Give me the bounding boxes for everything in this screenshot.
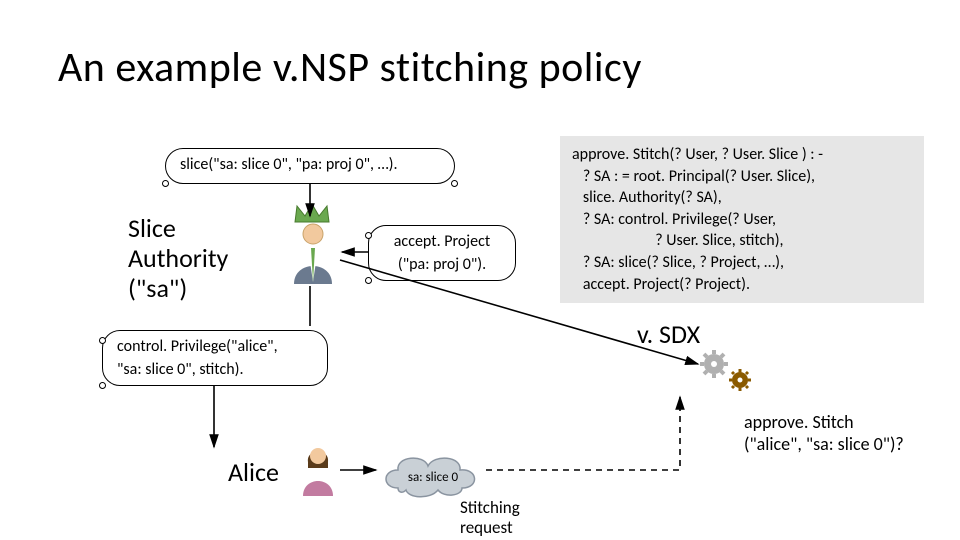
fact-control-line2: "sa: slice 0", stitch). bbox=[117, 360, 313, 379]
cloud-label: sa: slice 0 bbox=[408, 470, 459, 485]
policy-rule-line: accept. Project(? Project). bbox=[572, 274, 912, 296]
policy-rule-line: ? SA: slice(? Slice, ? Project, …), bbox=[572, 252, 912, 274]
gears-icon bbox=[700, 350, 756, 399]
label-slice-authority-l2: Authority bbox=[128, 244, 228, 274]
label-approve-l1: approve. Stitch bbox=[744, 412, 904, 434]
policy-rule-line: slice. Authority(? SA), bbox=[572, 187, 912, 209]
cloud-slice-node: sa: slice 0 bbox=[378, 448, 488, 505]
label-stitching-l2: request bbox=[460, 518, 520, 538]
fact-slice-box: slice("sa: slice 0", "pa: proj 0", …). bbox=[165, 148, 455, 184]
policy-rule-box: approve. Stitch(? User, ? User. Slice ) … bbox=[560, 136, 924, 303]
alice-icon bbox=[298, 444, 338, 503]
label-slice-authority: Slice Authority ("sa") bbox=[128, 214, 228, 304]
label-approve-stitch-query: approve. Stitch ("alice", "sa: slice 0")… bbox=[744, 412, 904, 455]
label-alice: Alice bbox=[228, 458, 279, 488]
fact-control-box: control. Privilege("alice", "sa: slice 0… bbox=[102, 330, 328, 386]
fact-slice-text: slice("sa: slice 0", "pa: proj 0", …). bbox=[180, 155, 398, 174]
label-vsdx: v. SDX bbox=[637, 320, 700, 350]
fact-control-line1: control. Privilege("alice", bbox=[117, 337, 278, 356]
label-slice-authority-l3: ("sa") bbox=[128, 274, 228, 304]
policy-rule-line: approve. Stitch(? User, ? User. Slice ) … bbox=[572, 144, 912, 166]
fact-accept-box: accept. Project ("pa: proj 0"). bbox=[368, 225, 516, 281]
label-slice-authority-l1: Slice bbox=[128, 214, 228, 244]
policy-rule-line: ? SA: control. Privilege(? User, bbox=[572, 209, 912, 231]
crown-icon bbox=[293, 202, 331, 224]
fact-accept-line2: ("pa: proj 0"). bbox=[383, 255, 501, 274]
policy-rule-line: ? User. Slice, stitch), bbox=[572, 230, 912, 252]
policy-rule-line: ? SA : = root. Principal(? User. Slice), bbox=[572, 166, 912, 188]
label-approve-l2: ("alice", "sa: slice 0")? bbox=[744, 434, 904, 456]
fact-accept-line1: accept. Project bbox=[394, 232, 490, 251]
page-title: An example v.NSP stitching policy bbox=[58, 42, 642, 93]
businessman-icon bbox=[288, 222, 338, 291]
